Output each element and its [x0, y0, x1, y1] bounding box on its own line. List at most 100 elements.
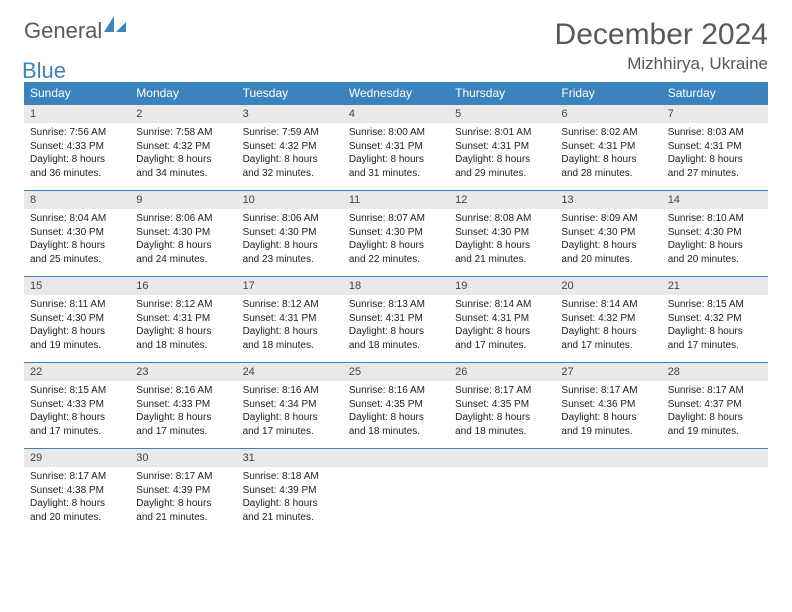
day-number: 17: [237, 277, 343, 295]
sunrise-text: Sunrise: 8:12 AM: [243, 298, 337, 312]
day-number: 31: [237, 449, 343, 467]
day-number: 27: [555, 363, 661, 381]
daylight-text: Daylight: 8 hours and 18 minutes.: [349, 325, 443, 352]
calendar-row: 15Sunrise: 8:11 AMSunset: 4:30 PMDayligh…: [24, 277, 768, 363]
daylight-text: Daylight: 8 hours and 21 minutes.: [136, 497, 230, 524]
day-number: 23: [130, 363, 236, 381]
day-details: Sunrise: 8:17 AMSunset: 4:38 PMDaylight:…: [24, 467, 130, 528]
daylight-text: Daylight: 8 hours and 17 minutes.: [455, 325, 549, 352]
day-number: 16: [130, 277, 236, 295]
day-number: 15: [24, 277, 130, 295]
sunset-text: Sunset: 4:39 PM: [243, 484, 337, 498]
sunset-text: Sunset: 4:31 PM: [243, 312, 337, 326]
sunrise-text: Sunrise: 8:11 AM: [30, 298, 124, 312]
daylight-text: Daylight: 8 hours and 22 minutes.: [349, 239, 443, 266]
sunset-text: Sunset: 4:37 PM: [668, 398, 762, 412]
daylight-text: Daylight: 8 hours and 20 minutes.: [30, 497, 124, 524]
sunset-text: Sunset: 4:32 PM: [243, 140, 337, 154]
daylight-text: Daylight: 8 hours and 32 minutes.: [243, 153, 337, 180]
daylight-text: Daylight: 8 hours and 27 minutes.: [668, 153, 762, 180]
daylight-text: Daylight: 8 hours and 19 minutes.: [561, 411, 655, 438]
day-details: Sunrise: 8:03 AMSunset: 4:31 PMDaylight:…: [662, 123, 768, 184]
day-details: Sunrise: 8:17 AMSunset: 4:36 PMDaylight:…: [555, 381, 661, 442]
location-label: Mizhhirya, Ukraine: [555, 54, 768, 74]
day-details: Sunrise: 8:11 AMSunset: 4:30 PMDaylight:…: [24, 295, 130, 356]
day-details: Sunrise: 8:06 AMSunset: 4:30 PMDaylight:…: [130, 209, 236, 270]
day-number: 2: [130, 105, 236, 123]
sunset-text: Sunset: 4:33 PM: [30, 140, 124, 154]
daylight-text: Daylight: 8 hours and 31 minutes.: [349, 153, 443, 180]
calendar-cell: 8Sunrise: 8:04 AMSunset: 4:30 PMDaylight…: [24, 191, 130, 277]
calendar-row: 22Sunrise: 8:15 AMSunset: 4:33 PMDayligh…: [24, 363, 768, 449]
calendar-cell: 18Sunrise: 8:13 AMSunset: 4:31 PMDayligh…: [343, 277, 449, 363]
daylight-text: Daylight: 8 hours and 17 minutes.: [668, 325, 762, 352]
day-number: 3: [237, 105, 343, 123]
sunrise-text: Sunrise: 8:16 AM: [136, 384, 230, 398]
day-details: Sunrise: 8:01 AMSunset: 4:31 PMDaylight:…: [449, 123, 555, 184]
sunrise-text: Sunrise: 7:59 AM: [243, 126, 337, 140]
calendar-cell: 14Sunrise: 8:10 AMSunset: 4:30 PMDayligh…: [662, 191, 768, 277]
day-number-empty: [662, 449, 768, 467]
sunrise-text: Sunrise: 8:02 AM: [561, 126, 655, 140]
calendar-cell: 28Sunrise: 8:17 AMSunset: 4:37 PMDayligh…: [662, 363, 768, 449]
day-number: 20: [555, 277, 661, 295]
sunset-text: Sunset: 4:30 PM: [349, 226, 443, 240]
calendar-cell: 19Sunrise: 8:14 AMSunset: 4:31 PMDayligh…: [449, 277, 555, 363]
header: General Blue December 2024 Mizhhirya, Uk…: [24, 18, 768, 74]
logo-text-blue: Blue: [22, 58, 124, 84]
day-details: Sunrise: 8:08 AMSunset: 4:30 PMDaylight:…: [449, 209, 555, 270]
calendar-cell: 20Sunrise: 8:14 AMSunset: 4:32 PMDayligh…: [555, 277, 661, 363]
sunrise-text: Sunrise: 8:15 AM: [668, 298, 762, 312]
day-number: 26: [449, 363, 555, 381]
day-details: Sunrise: 7:58 AMSunset: 4:32 PMDaylight:…: [130, 123, 236, 184]
daylight-text: Daylight: 8 hours and 18 minutes.: [349, 411, 443, 438]
page-title: December 2024: [555, 18, 768, 52]
day-details: Sunrise: 8:06 AMSunset: 4:30 PMDaylight:…: [237, 209, 343, 270]
weekday-header-row: Sunday Monday Tuesday Wednesday Thursday…: [24, 82, 768, 105]
day-details: Sunrise: 8:15 AMSunset: 4:33 PMDaylight:…: [24, 381, 130, 442]
sunrise-text: Sunrise: 8:17 AM: [561, 384, 655, 398]
day-details: Sunrise: 8:14 AMSunset: 4:31 PMDaylight:…: [449, 295, 555, 356]
daylight-text: Daylight: 8 hours and 18 minutes.: [455, 411, 549, 438]
sunset-text: Sunset: 4:31 PM: [349, 140, 443, 154]
day-details: Sunrise: 8:07 AMSunset: 4:30 PMDaylight:…: [343, 209, 449, 270]
day-details: Sunrise: 8:15 AMSunset: 4:32 PMDaylight:…: [662, 295, 768, 356]
sunset-text: Sunset: 4:31 PM: [455, 140, 549, 154]
calendar-row: 8Sunrise: 8:04 AMSunset: 4:30 PMDaylight…: [24, 191, 768, 277]
calendar-cell: 17Sunrise: 8:12 AMSunset: 4:31 PMDayligh…: [237, 277, 343, 363]
sunrise-text: Sunrise: 8:08 AM: [455, 212, 549, 226]
calendar-cell: 10Sunrise: 8:06 AMSunset: 4:30 PMDayligh…: [237, 191, 343, 277]
sunset-text: Sunset: 4:36 PM: [561, 398, 655, 412]
calendar-cell: 6Sunrise: 8:02 AMSunset: 4:31 PMDaylight…: [555, 105, 661, 191]
day-number-empty: [555, 449, 661, 467]
sunset-text: Sunset: 4:31 PM: [561, 140, 655, 154]
calendar-cell: 24Sunrise: 8:16 AMSunset: 4:34 PMDayligh…: [237, 363, 343, 449]
calendar-cell: 2Sunrise: 7:58 AMSunset: 4:32 PMDaylight…: [130, 105, 236, 191]
day-details: Sunrise: 8:16 AMSunset: 4:35 PMDaylight:…: [343, 381, 449, 442]
day-details: Sunrise: 8:04 AMSunset: 4:30 PMDaylight:…: [24, 209, 130, 270]
daylight-text: Daylight: 8 hours and 36 minutes.: [30, 153, 124, 180]
sunrise-text: Sunrise: 7:58 AM: [136, 126, 230, 140]
day-number-empty: [343, 449, 449, 467]
day-details: Sunrise: 8:12 AMSunset: 4:31 PMDaylight:…: [130, 295, 236, 356]
calendar-cell: 26Sunrise: 8:17 AMSunset: 4:35 PMDayligh…: [449, 363, 555, 449]
weekday-header: Sunday: [24, 82, 130, 105]
calendar-cell: 16Sunrise: 8:12 AMSunset: 4:31 PMDayligh…: [130, 277, 236, 363]
sunrise-text: Sunrise: 8:10 AM: [668, 212, 762, 226]
day-number: 21: [662, 277, 768, 295]
calendar-table: Sunday Monday Tuesday Wednesday Thursday…: [24, 82, 768, 535]
daylight-text: Daylight: 8 hours and 20 minutes.: [668, 239, 762, 266]
title-block: December 2024 Mizhhirya, Ukraine: [555, 18, 768, 74]
sunset-text: Sunset: 4:31 PM: [668, 140, 762, 154]
sunrise-text: Sunrise: 8:12 AM: [136, 298, 230, 312]
daylight-text: Daylight: 8 hours and 24 minutes.: [136, 239, 230, 266]
calendar-cell: 31Sunrise: 8:18 AMSunset: 4:39 PMDayligh…: [237, 449, 343, 535]
sunrise-text: Sunrise: 8:13 AM: [349, 298, 443, 312]
day-details: Sunrise: 8:09 AMSunset: 4:30 PMDaylight:…: [555, 209, 661, 270]
calendar-cell: 13Sunrise: 8:09 AMSunset: 4:30 PMDayligh…: [555, 191, 661, 277]
sunrise-text: Sunrise: 8:18 AM: [243, 470, 337, 484]
calendar-cell: 30Sunrise: 8:17 AMSunset: 4:39 PMDayligh…: [130, 449, 236, 535]
calendar-cell: 9Sunrise: 8:06 AMSunset: 4:30 PMDaylight…: [130, 191, 236, 277]
day-details: Sunrise: 8:17 AMSunset: 4:35 PMDaylight:…: [449, 381, 555, 442]
day-number: 14: [662, 191, 768, 209]
